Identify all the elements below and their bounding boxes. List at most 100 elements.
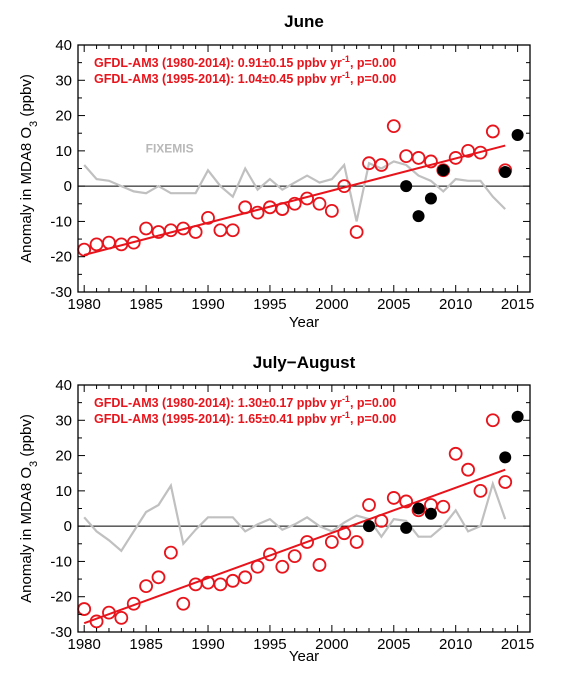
model-point <box>213 577 228 592</box>
model-point <box>89 614 104 629</box>
obs-point <box>400 180 413 193</box>
model-point <box>300 191 314 206</box>
model-point <box>275 202 290 216</box>
model-point <box>250 205 265 220</box>
model-point <box>399 494 414 509</box>
x-tick-label: 2010 <box>439 296 472 313</box>
y-tick-label: 0 <box>64 518 72 535</box>
obs-point <box>412 210 425 223</box>
model-point <box>337 526 352 541</box>
model-point <box>176 596 191 611</box>
y-tick-label: 40 <box>55 377 72 394</box>
x-tick-label: 1990 <box>191 296 224 313</box>
x-tick-label: 1990 <box>191 636 224 653</box>
chart-title: June <box>284 12 324 31</box>
obs-point <box>363 520 376 533</box>
model-point <box>139 221 154 236</box>
model-point <box>349 225 364 239</box>
x-tick-label: 2005 <box>377 636 410 653</box>
model-point <box>337 179 352 194</box>
x-tick-label: 1980 <box>68 296 101 313</box>
x-axis-label: Year <box>289 314 319 331</box>
model-point <box>411 151 426 165</box>
model-point <box>386 119 401 134</box>
model-point <box>139 579 154 594</box>
trend-annotation: GFDL-AM3 (1995-2014): 1.04±0.45 ppbv yr-… <box>94 70 396 86</box>
y-tick-label: -20 <box>50 249 72 266</box>
x-axis-label: Year <box>289 648 319 665</box>
model-point <box>263 547 277 562</box>
fixemis-line <box>83 160 506 222</box>
fixemis-line <box>83 480 507 553</box>
x-tick-label: 2000 <box>315 636 348 653</box>
obs-point <box>511 128 524 141</box>
y-tick-label: 40 <box>55 37 72 54</box>
y-tick-label: -10 <box>50 553 72 570</box>
model-point <box>151 570 166 585</box>
x-tick-label: 2000 <box>315 296 348 313</box>
model-point <box>126 235 141 250</box>
model-point <box>176 221 191 236</box>
y-axis-label: Anomaly in MDA8 O3 (ppbv) <box>18 414 40 603</box>
trend-annotation: GFDL-AM3 (1980-2014): 1.30±0.17 ppbv yr-… <box>94 394 396 410</box>
trend-annotation: GFDL-AM3 (1980-2014): 0.91±0.15 ppbv yr-… <box>94 54 396 70</box>
model-point <box>275 559 290 574</box>
y-tick-label: -20 <box>50 589 72 606</box>
y-tick-label: 10 <box>55 483 72 500</box>
model-point <box>238 200 253 215</box>
model-point <box>498 475 513 489</box>
model-point <box>349 535 364 549</box>
model-point <box>201 210 215 225</box>
model-point <box>485 413 500 428</box>
y-tick-label: -10 <box>50 213 72 230</box>
model-point <box>473 145 488 160</box>
model-point <box>324 203 339 218</box>
y-tick-label: 0 <box>64 178 72 195</box>
model-point <box>163 545 178 560</box>
fixemis-label: FIXEMIS <box>146 142 194 156</box>
model-point <box>126 596 141 611</box>
model-point <box>473 483 488 498</box>
model-point <box>324 535 339 549</box>
y-tick-label: 20 <box>55 448 72 465</box>
trend-line <box>83 468 506 625</box>
y-tick-label: 20 <box>55 108 72 125</box>
model-point <box>448 151 463 165</box>
chart-panel-2: July−August -30 -20 -10 0 10 20 30 40 1980 1985 199… <box>18 353 534 665</box>
trend-annotation: GFDL-AM3 (1995-2014): 1.65±0.41 ppbv yr-… <box>94 410 396 426</box>
model-point <box>225 573 240 588</box>
model-point <box>238 570 253 585</box>
x-tick-label: 1980 <box>68 636 101 653</box>
model-point <box>436 499 451 514</box>
y-tick-label: 30 <box>55 72 72 89</box>
model-point <box>386 491 401 505</box>
x-tick-label: 2015 <box>501 636 534 653</box>
model-point <box>312 558 327 572</box>
model-point <box>287 196 302 211</box>
model-point <box>300 535 314 549</box>
obs-point <box>424 507 437 520</box>
x-tick-label: 2015 <box>501 296 534 313</box>
model-point <box>448 446 463 461</box>
y-tick-label: -30 <box>50 624 72 641</box>
y-tick-label: 10 <box>55 143 72 160</box>
model-point <box>287 549 302 564</box>
obs-point <box>412 502 425 515</box>
model-point <box>225 223 240 238</box>
y-axis-label: Anomaly in MDA8 O3 (ppbv) <box>18 74 40 263</box>
chart-title: July−August <box>253 353 356 372</box>
x-tick-label: 2005 <box>377 296 410 313</box>
chart-panel-1: June FIXEMIS -30 -20 -10 0 10 20 30 40 1980 1985 199… <box>18 12 534 331</box>
model-point <box>114 610 129 625</box>
obs-point <box>400 521 413 534</box>
model-point <box>188 225 203 239</box>
y-tick-label: -30 <box>50 284 72 301</box>
x-tick-label: 1995 <box>253 296 286 313</box>
model-point <box>461 462 475 477</box>
x-tick-label: 1995 <box>253 636 286 653</box>
x-tick-label: 1985 <box>129 636 162 653</box>
obs-point <box>499 451 512 464</box>
obs-point <box>424 192 437 205</box>
x-tick-label: 1985 <box>129 296 162 313</box>
